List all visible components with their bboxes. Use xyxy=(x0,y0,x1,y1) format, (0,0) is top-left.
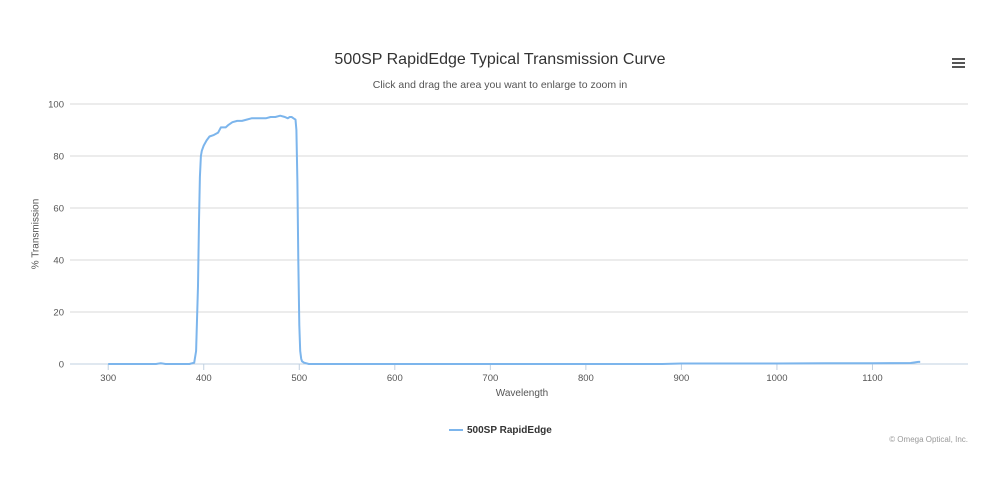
legend-item-500sp-rapidedge[interactable]: 500SP RapidEdge xyxy=(449,423,552,437)
chart-title: 500SP RapidEdge Typical Transmission Cur… xyxy=(334,51,666,68)
x-tick-label: 1100 xyxy=(862,373,882,384)
y-tick-label: 0 xyxy=(59,360,64,371)
chart-subtitle: Click and drag the area you want to enla… xyxy=(372,79,628,91)
y-tick-label: 20 xyxy=(53,308,64,319)
x-tick-label: 300 xyxy=(100,373,116,384)
y-tick-label: 60 xyxy=(53,204,64,215)
y-axis-label: % Transmission xyxy=(30,198,42,270)
y-tick-label: 80 xyxy=(53,152,64,163)
x-axis-ticks: 300 400 500 600 700 800 900 1000 1100 xyxy=(100,364,883,384)
hamburger-menu-icon[interactable] xyxy=(946,54,970,74)
x-tick-label: 800 xyxy=(578,373,594,384)
legend-label: 500SP RapidEdge xyxy=(467,424,552,436)
x-tick-label: 900 xyxy=(673,373,689,384)
x-tick-label: 1000 xyxy=(766,373,787,384)
x-tick-label: 500 xyxy=(291,373,307,384)
y-tick-label: 100 xyxy=(48,100,64,111)
y-tick-label: 40 xyxy=(53,256,64,267)
series-line-500sp-rapidedge[interactable] xyxy=(108,114,921,365)
x-tick-label: 400 xyxy=(196,373,212,384)
x-tick-label: 700 xyxy=(482,373,498,384)
legend-line-marker xyxy=(449,429,463,431)
credits-text[interactable]: © Omega Optical, Inc. xyxy=(889,435,968,444)
y-axis-ticks: 0 20 40 60 80 100 xyxy=(48,100,64,371)
x-axis-label: Wavelength xyxy=(495,388,549,399)
x-tick-label: 600 xyxy=(387,373,403,384)
